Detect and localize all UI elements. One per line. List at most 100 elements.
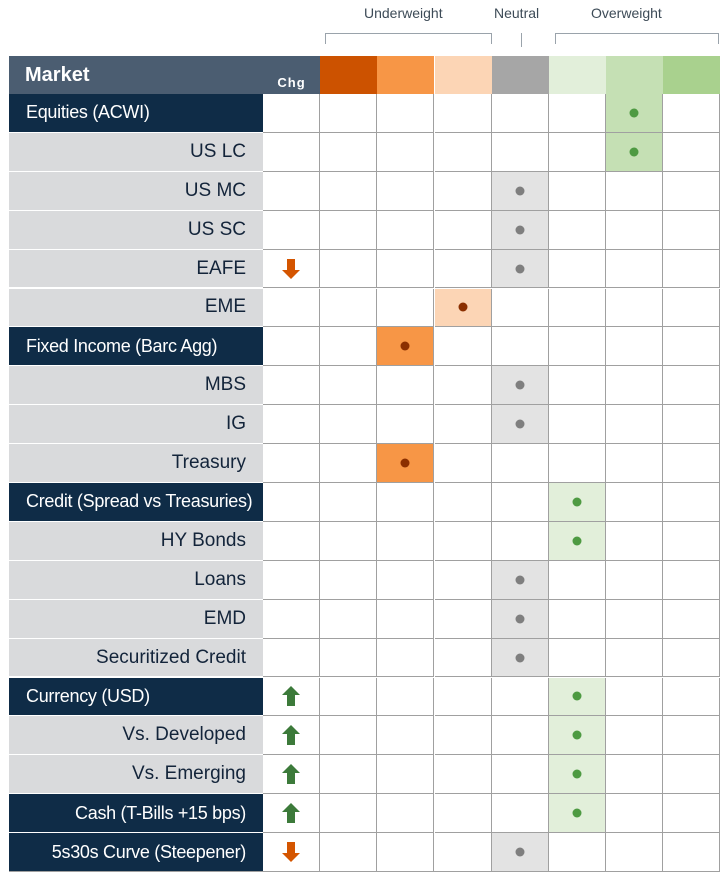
- position-cell: [606, 833, 663, 872]
- row-label: EAFE: [9, 249, 263, 289]
- arrow-down-icon: [282, 258, 300, 279]
- position-cell: [377, 249, 434, 289]
- row-label: US MC: [9, 171, 263, 211]
- position-dot: [515, 264, 525, 274]
- market-header: Market: [9, 56, 263, 94]
- position-dot: [515, 225, 525, 235]
- position-cell: [435, 833, 492, 872]
- position-cell-active: [606, 132, 663, 172]
- position-cell: [606, 716, 663, 756]
- position-cell: [549, 366, 606, 406]
- position-cell-active: [492, 249, 549, 289]
- position-cell: [377, 521, 434, 561]
- position-cell: [663, 521, 720, 561]
- position-cell: [549, 288, 606, 328]
- row-label: Treasury: [9, 444, 263, 483]
- position-cell: [492, 94, 549, 133]
- position-cell: [320, 249, 377, 289]
- row-label: MBS: [9, 366, 263, 406]
- arrow-up-icon: [282, 803, 300, 824]
- position-dot: [572, 769, 582, 779]
- position-cell: [320, 171, 377, 211]
- position-cell: [377, 288, 434, 328]
- position-cell: [320, 210, 377, 250]
- row-label: IG: [9, 405, 263, 445]
- position-cell: [435, 249, 492, 289]
- position-dot: [572, 497, 582, 507]
- chg-cell: [263, 171, 320, 211]
- position-dot: [572, 691, 582, 701]
- position-dot: [458, 302, 468, 312]
- position-cell-active: [435, 288, 492, 328]
- position-cell: [606, 366, 663, 406]
- position-cell: [435, 94, 492, 133]
- chg-cell: [263, 405, 320, 445]
- position-cell: [663, 132, 720, 172]
- scale-swatch-4: [492, 56, 549, 94]
- position-cell: [320, 132, 377, 172]
- position-cell: [320, 755, 377, 795]
- position-cell: [377, 638, 434, 678]
- position-dot: [515, 575, 525, 585]
- position-cell: [606, 249, 663, 289]
- position-dot: [400, 458, 410, 468]
- position-cell: [549, 132, 606, 172]
- position-cell: [549, 327, 606, 367]
- position-cell: [549, 444, 606, 483]
- position-cell: [320, 599, 377, 639]
- position-cell: [606, 521, 663, 561]
- row-label: US LC: [9, 132, 263, 172]
- position-cell: [549, 560, 606, 600]
- chg-cell: [263, 716, 320, 756]
- position-cell-active: [377, 327, 434, 367]
- position-cell: [377, 171, 434, 211]
- position-cell: [435, 366, 492, 406]
- position-cell-active: [549, 716, 606, 756]
- chg-cell: [263, 483, 320, 522]
- position-cell: [377, 94, 434, 133]
- position-cell-active: [549, 794, 606, 834]
- position-cell: [377, 755, 434, 795]
- position-cell: [320, 560, 377, 600]
- position-cell: [320, 94, 377, 133]
- arrow-down-icon: [282, 842, 300, 863]
- row-label: Securitized Credit: [9, 638, 263, 678]
- position-cell: [663, 483, 720, 522]
- position-cell: [320, 444, 377, 483]
- position-cell: [663, 249, 720, 289]
- position-cell-active: [377, 444, 434, 483]
- position-cell: [435, 132, 492, 172]
- row-label: Equities (ACWI): [9, 94, 263, 133]
- position-cell-active: [549, 483, 606, 522]
- position-cell-active: [492, 833, 549, 872]
- position-cell: [320, 521, 377, 561]
- position-cell: [320, 288, 377, 328]
- position-cell: [549, 94, 606, 133]
- chg-cell: [263, 794, 320, 834]
- position-cell: [663, 833, 720, 872]
- position-dot: [515, 186, 525, 196]
- scale-swatch-1: [320, 56, 377, 94]
- position-cell: [435, 327, 492, 367]
- position-cell: [435, 560, 492, 600]
- position-cell: [435, 171, 492, 211]
- chg-cell: [263, 249, 320, 289]
- position-cell: [320, 833, 377, 872]
- position-cell: [663, 288, 720, 328]
- overweight-label: Overweight: [591, 5, 662, 21]
- position-cell: [606, 405, 663, 445]
- position-cell: [663, 599, 720, 639]
- position-dot: [515, 614, 525, 624]
- position-cell: [377, 483, 434, 522]
- row-label: Cash (T-Bills +15 bps): [9, 794, 263, 834]
- position-cell: [435, 599, 492, 639]
- position-dot: [629, 108, 639, 118]
- position-cell: [663, 210, 720, 250]
- chg-cell: [263, 638, 320, 678]
- position-cell: [606, 483, 663, 522]
- position-cell: [606, 444, 663, 483]
- position-cell: [377, 794, 434, 834]
- position-cell: [663, 171, 720, 211]
- underweight-label: Underweight: [364, 5, 443, 21]
- position-cell: [492, 521, 549, 561]
